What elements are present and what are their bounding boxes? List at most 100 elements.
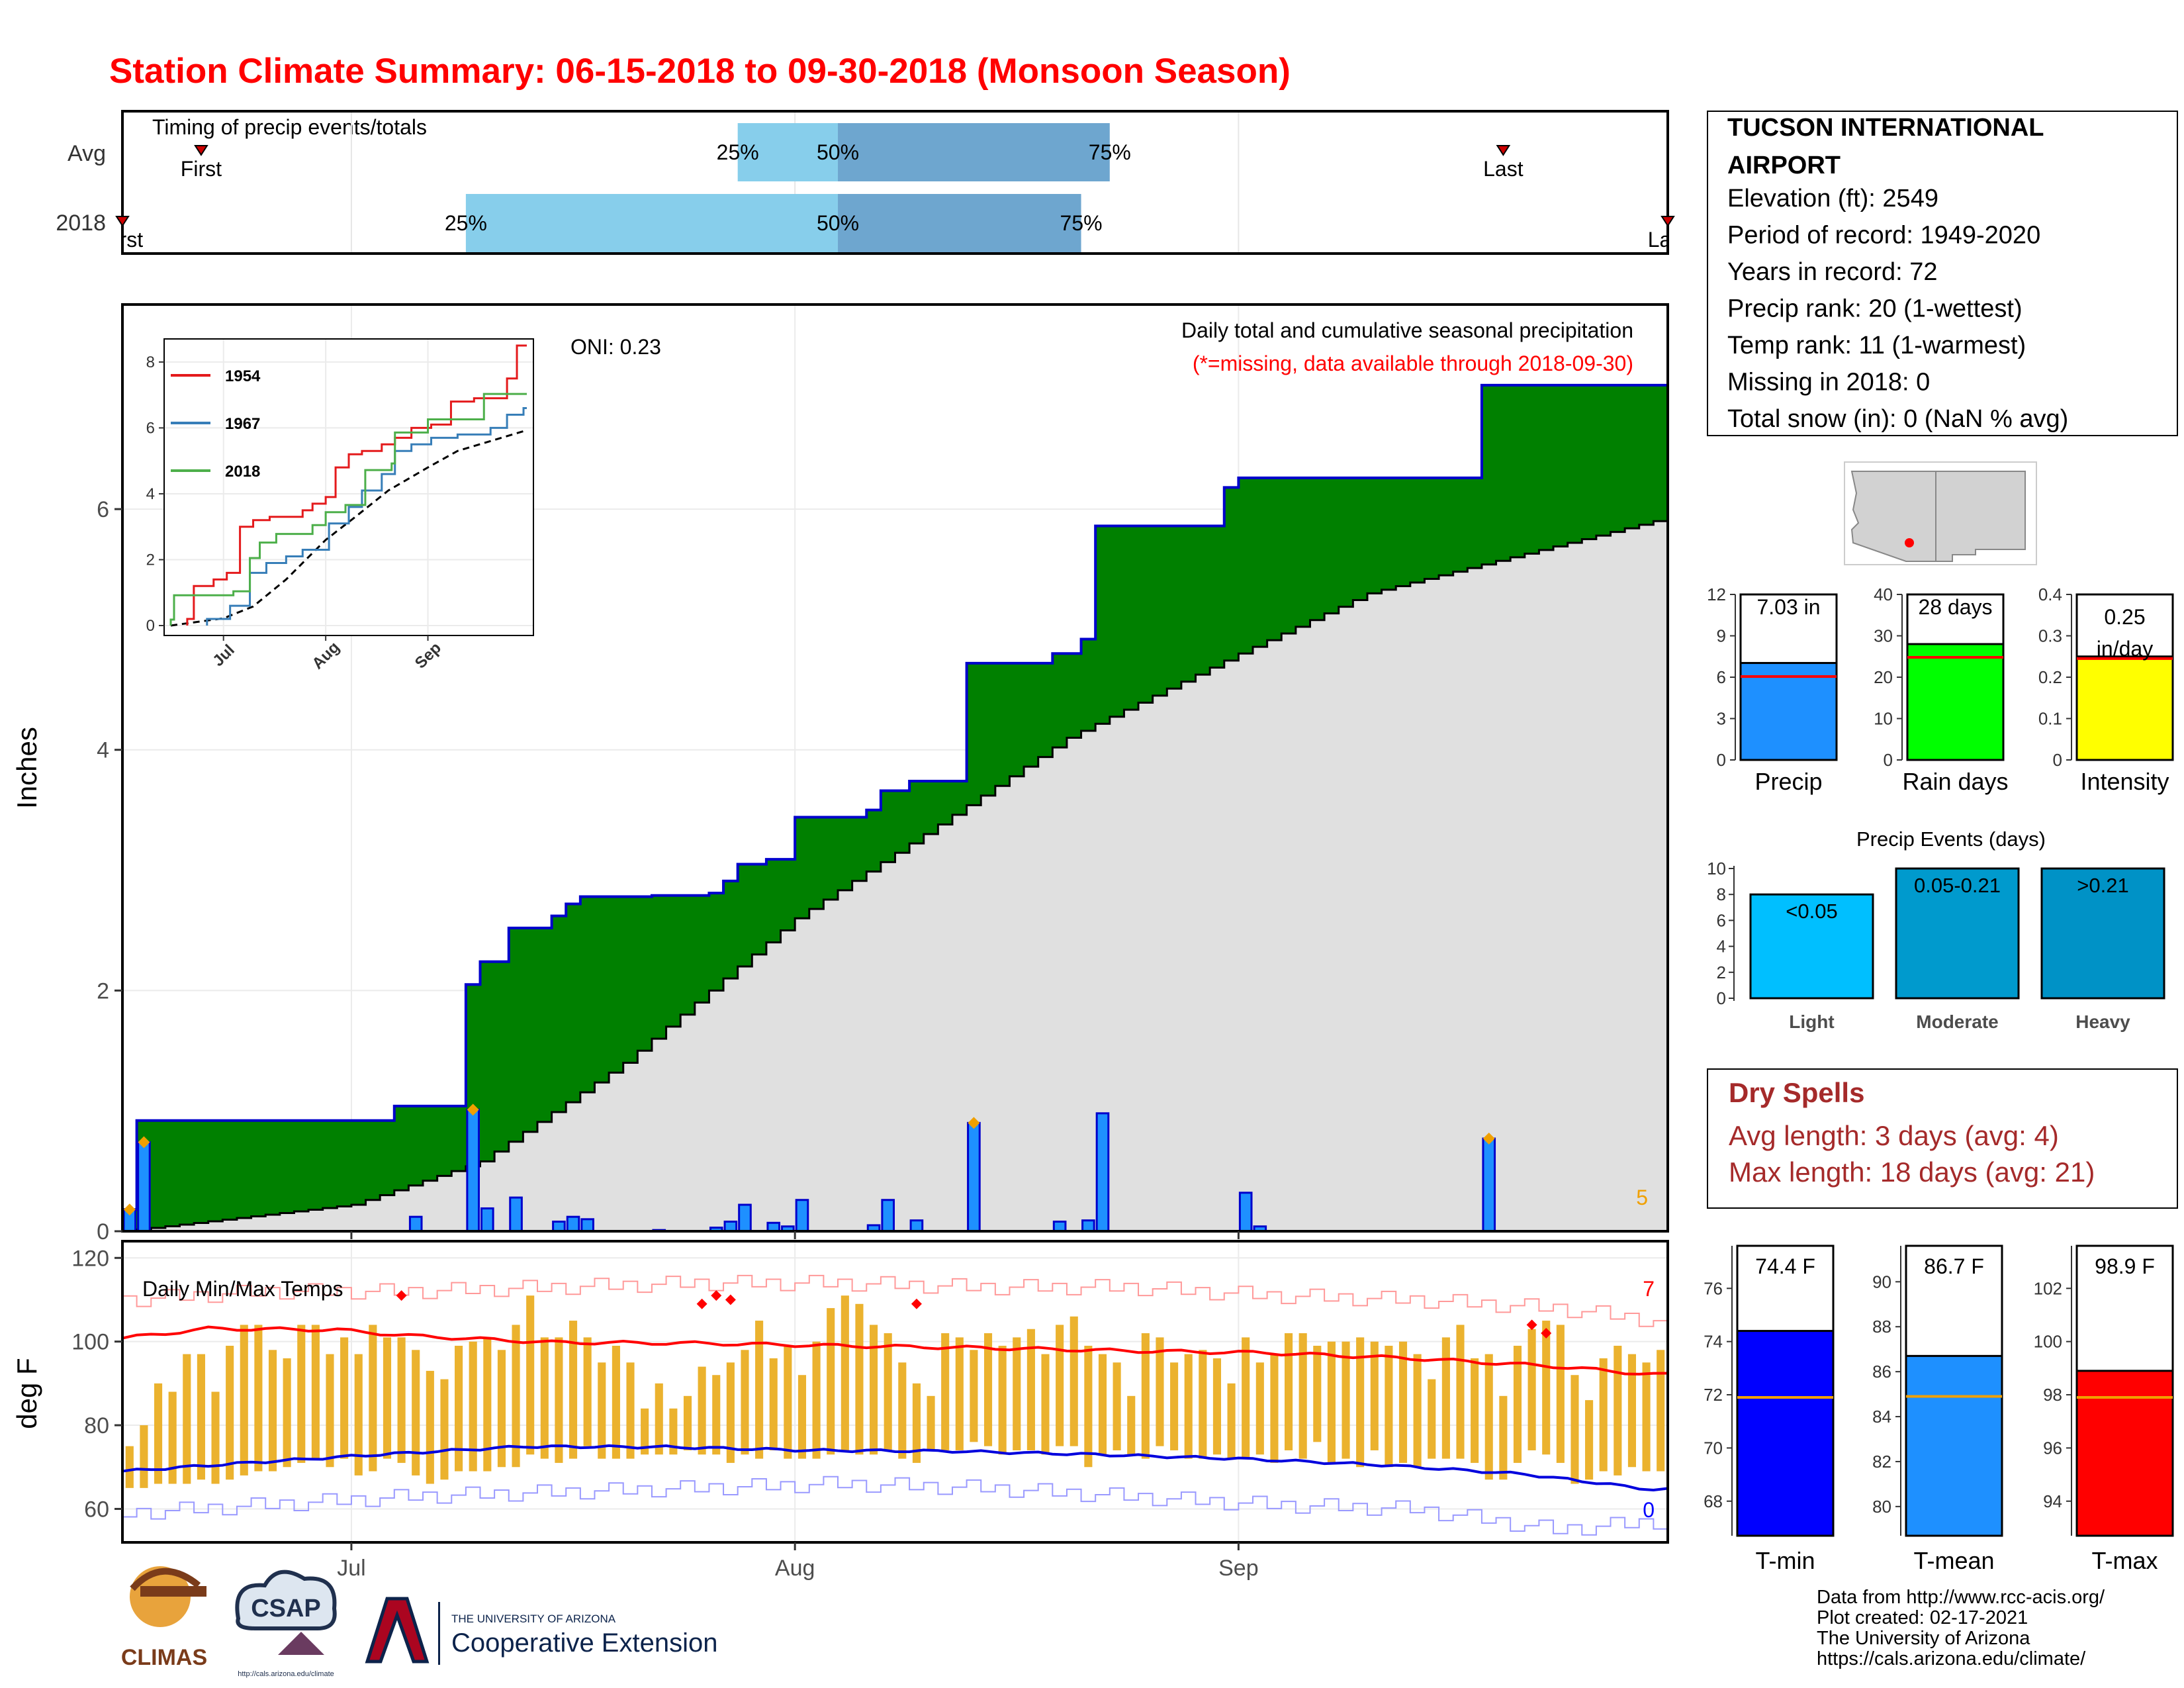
events-bar-label: >0.21 <box>2077 874 2128 897</box>
precip-chart-title: Daily total and cumulative seasonal prec… <box>1181 318 1633 342</box>
tsum-value-label: 86.7 F <box>1924 1254 1984 1278</box>
precip-climatology-line <box>122 520 1668 1231</box>
tsum-ytick-label: 98 <box>2043 1385 2062 1405</box>
precip-daily-bar <box>1482 1137 1496 1233</box>
temp-daily-range-bar <box>326 1354 334 1468</box>
timing-bar-q1 <box>737 123 839 181</box>
tsum-ytick-label: 90 <box>1872 1272 1891 1291</box>
temp-record-marker <box>1541 1328 1552 1339</box>
timing-bar-q1 <box>465 194 839 252</box>
ua-logo-line2: Cooperative Extension <box>451 1628 717 1658</box>
tsum-category-label: T-max <box>2091 1547 2158 1574</box>
events-ytick-label: 0 <box>1717 988 1726 1008</box>
oni-annotation: ONI: 0.23 <box>570 335 661 359</box>
temp-daily-range-bar <box>197 1354 205 1480</box>
summary-ytick-label: 20 <box>1874 667 1893 687</box>
temp-daily-range-bar <box>1642 1362 1651 1472</box>
station-location-marker <box>1905 538 1914 547</box>
tsum-ytick-label: 72 <box>1704 1385 1723 1405</box>
precip-daily-bar <box>1095 1112 1110 1233</box>
tsum-ytick-label: 96 <box>2043 1438 2062 1458</box>
temp-daily-range-bar <box>125 1446 134 1488</box>
temp-record-marker <box>725 1294 736 1305</box>
month-tick-label: Sep <box>1218 1556 1259 1581</box>
temp-daily-range-bar <box>1342 1341 1350 1459</box>
temp-daily-range-bar <box>1527 1329 1536 1450</box>
precip-ytick-label: 0 <box>97 1219 109 1244</box>
temp-daily-range-bar <box>1127 1395 1136 1455</box>
summary-ytick-label: 9 <box>1717 626 1726 646</box>
station-info-line: Elevation (ft): 2549 <box>1727 185 1938 212</box>
temp-daily-range-bar <box>841 1295 849 1450</box>
station-info-box: TUCSON INTERNATIONAL AIRPORT Elevation (ft… <box>1707 111 2178 436</box>
summary-category-label: Rain days <box>1902 768 2008 795</box>
temp-daily-range-bar <box>1542 1321 1551 1455</box>
temp-daily-range-bar <box>955 1337 964 1450</box>
temp-daily-range-bar <box>1170 1362 1179 1450</box>
temp-daily-range-bar <box>626 1362 635 1459</box>
temp-daily-range-bar <box>1199 1350 1207 1459</box>
precip-daily-bar <box>509 1196 523 1233</box>
summary-ytick-label: 0 <box>1884 750 1893 770</box>
temp-daily-range-bar <box>1013 1337 1021 1450</box>
temp-daily-range-bar <box>1657 1350 1665 1472</box>
events-ytick-label: 10 <box>1707 859 1726 878</box>
timing-row-label-2018: 2018 <box>56 211 106 236</box>
precip-event-marker <box>138 1136 150 1149</box>
inset-frame <box>163 338 534 636</box>
temp-daily-range-bar <box>1484 1354 1493 1480</box>
dry-spells-avg: Avg length: 3 days (avg: 4) <box>1729 1120 2059 1151</box>
precip-event-marker <box>123 1203 136 1216</box>
precip-ytick-label: 6 <box>97 497 109 522</box>
temp-daily-range-bar <box>812 1341 821 1459</box>
precip-panel: 0 2 4 6 Inches Daily total and cumulative s… <box>11 303 1669 1244</box>
timing-label-p25: 25% <box>445 211 487 235</box>
temp-daily-range-bar <box>1056 1325 1064 1446</box>
temp-daily-range-bar <box>1313 1345 1322 1442</box>
temp-record-marker <box>396 1290 407 1301</box>
summary-value-label: 28 days <box>1918 595 1992 619</box>
temp-daily-range-bar <box>512 1325 520 1468</box>
temp-daily-range-bar <box>340 1337 349 1459</box>
temp-daily-range-bar <box>526 1295 535 1455</box>
temp-avg-max-line <box>122 1325 1668 1376</box>
precip-events-chart: Precip Events (days) 0 2 4 6 8 10 <0.05 Light 0.… <box>1707 827 2165 1032</box>
temp-daily-range-bar <box>354 1354 363 1476</box>
temp-daily-range-bar <box>1255 1362 1264 1455</box>
temp-daily-range-bar <box>1398 1341 1408 1463</box>
station-info-line: Years in record: 72 <box>1727 258 1938 286</box>
temp-daily-range-bar <box>1385 1345 1393 1468</box>
precip-chart-subtitle: (*=missing, data available through 2018-… <box>1193 352 1633 375</box>
temp-daily-range-bar <box>598 1362 606 1459</box>
month-tick-label: Aug <box>775 1556 815 1581</box>
tsum-ytick-label: 102 <box>2034 1278 2062 1298</box>
temp-daily-range-bar <box>1069 1316 1078 1446</box>
temp-daily-range-bar <box>1156 1337 1164 1446</box>
tsum-ytick-label: 70 <box>1704 1438 1723 1458</box>
csap-logo: CSAP http://cals.arizona.edu/climate <box>235 1570 337 1678</box>
csap-logo-url: http://cals.arizona.edu/climate <box>238 1670 334 1678</box>
temp-daily-range-bar <box>1370 1341 1379 1450</box>
timing-last-label: Last <box>1648 228 1688 252</box>
temp-daily-range-bar <box>1499 1395 1508 1480</box>
summary-ytick-label: 40 <box>1874 585 1893 604</box>
temp-daily-range-bar <box>1113 1362 1121 1450</box>
temp-daily-range-bar <box>1556 1325 1565 1463</box>
tsum-ytick-label: 80 <box>1872 1497 1891 1517</box>
temp-daily-range-bar <box>784 1345 792 1459</box>
station-info-line: Missing in 2018: 0 <box>1727 369 1930 397</box>
temp-daily-range-bar <box>397 1337 406 1463</box>
dry-spells-title: Dry Spells <box>1729 1077 1864 1108</box>
summary-ytick-label: 6 <box>1717 667 1726 687</box>
temp-daily-range-bar <box>1227 1383 1236 1459</box>
timing-label-p50: 50% <box>817 211 859 235</box>
summary-ytick-label: 0 <box>1717 750 1726 770</box>
timing-label-p75: 75% <box>1089 140 1131 164</box>
temp-daily-range-bar <box>1356 1337 1365 1468</box>
precip-event-marker <box>968 1117 980 1129</box>
temp-summary-charts: 68 70 72 74 76 74.4 F T-min 80 82 84 86 88 90 86.7 F T… <box>1704 1244 2174 1574</box>
temp-daily-range-bar <box>1285 1333 1293 1450</box>
timing-label: Timing of precip events/totals <box>152 115 427 139</box>
summary-charts: 0 3 6 9 12 7.03 in Precip 0 10 20 30 40 28 days Rain … <box>1707 585 2174 795</box>
